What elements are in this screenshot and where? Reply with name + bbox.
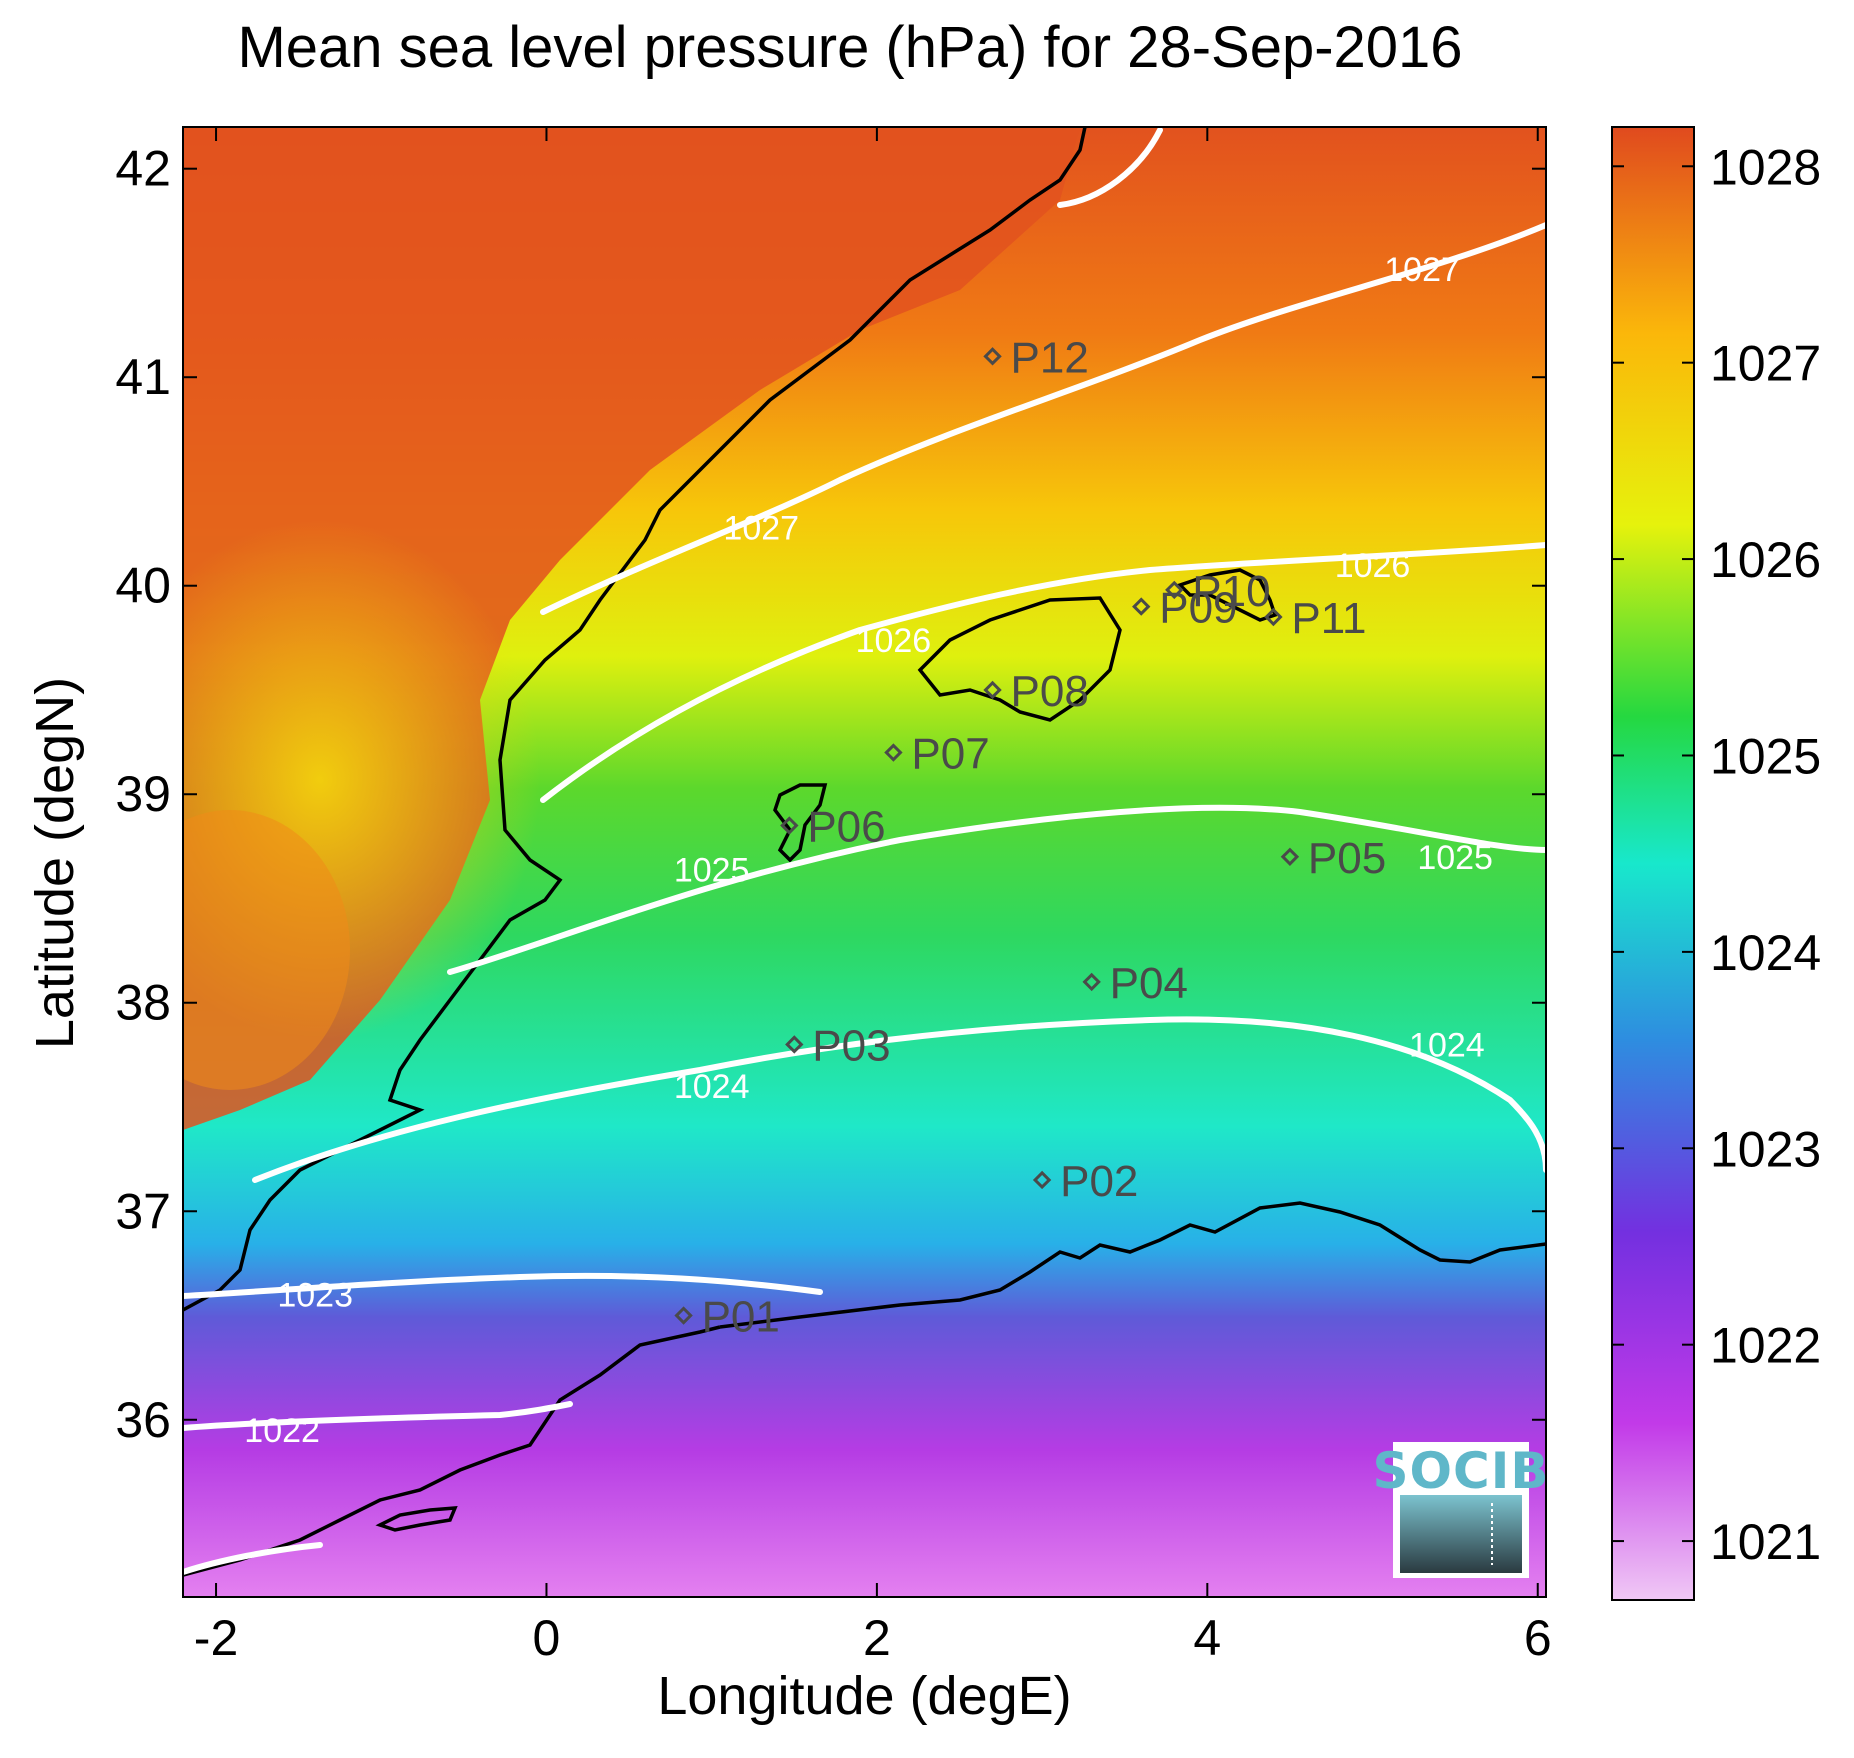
- isobar-label: 1022: [244, 1412, 320, 1450]
- isobar-label: 1023: [277, 1277, 353, 1315]
- map-title: Mean sea level pressure (hPa) for 28-Sep…: [237, 15, 1463, 80]
- station-p11: P11: [1264, 594, 1366, 643]
- station-marker: [1132, 597, 1151, 616]
- colorbar-tick-label: 1028: [1710, 139, 1821, 195]
- isobar-label: 1025: [1417, 839, 1493, 877]
- station-label: P08: [1011, 667, 1089, 716]
- station-marker: [1032, 1170, 1052, 1190]
- station-p07: P07: [884, 730, 990, 779]
- y-tick-label: 38: [115, 975, 171, 1031]
- colorbar-ramp: [1611, 126, 1695, 1601]
- y-tick-label: 37: [115, 1183, 171, 1239]
- colorbar-tick-label: 1024: [1710, 925, 1821, 981]
- station-marker: [983, 347, 1002, 366]
- colorbar-tick-label: 1022: [1710, 1318, 1821, 1374]
- station-label: P05: [1308, 834, 1386, 883]
- station-marker: [884, 743, 903, 762]
- station-marker: [785, 1035, 804, 1054]
- station-p04: P04: [1082, 959, 1188, 1008]
- plot-frame: [182, 126, 1547, 1598]
- x-tick-label: 2: [863, 1610, 891, 1666]
- station-p02: P02: [1032, 1157, 1138, 1206]
- colorbar-tick-label: 1025: [1710, 728, 1821, 784]
- station-label: P07: [911, 730, 989, 779]
- station-label: P11: [1291, 594, 1366, 643]
- y-tick-label: 36: [115, 1392, 171, 1448]
- station-marker: [1264, 607, 1283, 627]
- station-marker: [983, 680, 1002, 700]
- colorbar-tick-label: 1021: [1710, 1514, 1821, 1570]
- station-p09: P09: [1132, 584, 1238, 633]
- station-p03: P03: [785, 1021, 891, 1070]
- isobar-label: 1027: [1384, 251, 1460, 289]
- station-p12: P12: [983, 333, 1089, 382]
- y-tick-label: 41: [115, 349, 171, 405]
- station-label: P06: [807, 803, 885, 852]
- x-tick-label: 0: [533, 1610, 561, 1666]
- station-label: P03: [812, 1021, 890, 1070]
- station-marker: [1280, 847, 1300, 866]
- station-label: P09: [1159, 584, 1237, 633]
- station-marker: [780, 816, 799, 835]
- station-label: P04: [1110, 959, 1188, 1008]
- station-marker: [1165, 580, 1184, 600]
- x-tick-label: 6: [1524, 1610, 1552, 1666]
- station-p01: P01: [674, 1293, 780, 1342]
- colorbar-tick-label: 1027: [1710, 336, 1821, 392]
- station-label: P10: [1192, 567, 1270, 616]
- y-tick-label: 42: [115, 141, 171, 197]
- y-tick-label: 39: [115, 766, 171, 822]
- coastline: [183, 127, 1546, 1577]
- station-marker: [674, 1306, 693, 1325]
- isobars: [183, 127, 1546, 1575]
- logo-text: SOCIB: [1373, 1442, 1550, 1500]
- pressure-field: [183, 127, 1546, 1597]
- x-tick-label: 4: [1193, 1610, 1221, 1666]
- y-tick-label: 40: [115, 558, 171, 614]
- isobar-label: 1026: [1335, 547, 1411, 585]
- isobar-label: 1025: [674, 851, 750, 889]
- isobar-label: 1024: [1409, 1026, 1485, 1064]
- station-label: P01: [702, 1293, 780, 1342]
- station-p08: P08: [983, 667, 1089, 716]
- station-p05: P05: [1280, 834, 1386, 883]
- isobar-label: 1027: [723, 509, 799, 547]
- colorbar: 1021 1022 1023 1024 1025 1026 1027 1028: [1611, 126, 1821, 1601]
- colorbar-tick-label: 1023: [1710, 1121, 1821, 1177]
- axis-ticks: -2 0 2 4 6 36 37 38 39 40 41 42: [115, 127, 1552, 1666]
- x-tick-label: -2: [194, 1610, 238, 1666]
- socib-logo: SOCIB: [1373, 1442, 1550, 1578]
- station-marker: [1082, 972, 1101, 992]
- isobar-label: 1026: [856, 622, 932, 660]
- isobar-labels: 1027 1027 1026 1026 1025 1025 1024 1024 1023 1022: [244, 251, 1493, 1450]
- station-label: P12: [1011, 333, 1089, 382]
- station-p10: P10: [1165, 567, 1271, 616]
- x-axis-label: Longitude (degE): [657, 1666, 1072, 1726]
- station-label: P02: [1060, 1157, 1138, 1206]
- isobar-label: 1024: [674, 1068, 750, 1106]
- station-p06: P06: [780, 803, 886, 852]
- colorbar-tick-label: 1026: [1710, 532, 1821, 588]
